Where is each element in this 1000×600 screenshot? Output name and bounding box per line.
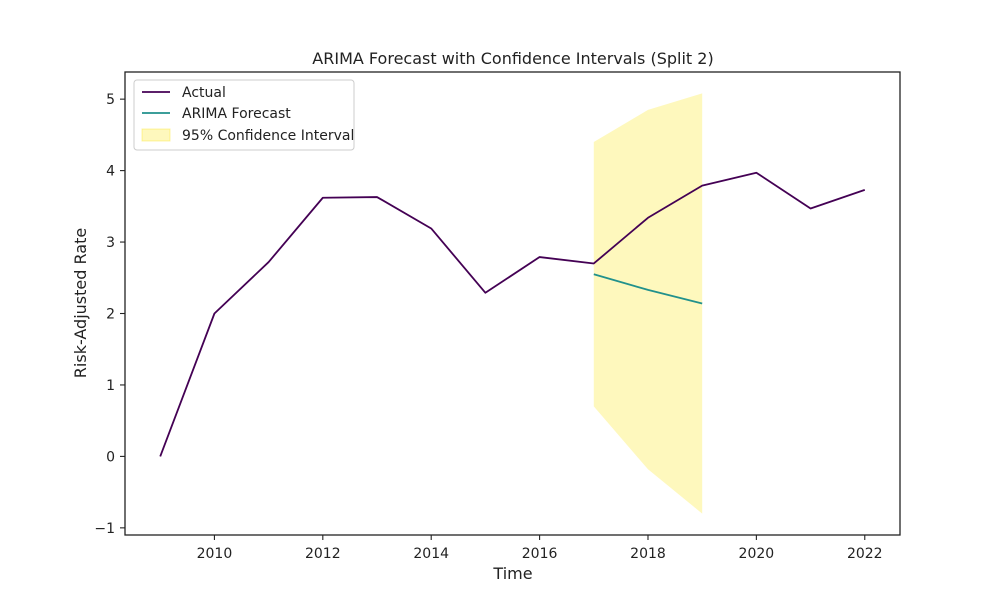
- y-tick-label: 1: [106, 378, 115, 394]
- x-tick-label: 2012: [305, 546, 341, 562]
- legend-box: [133, 79, 355, 151]
- legend-swatch: [141, 128, 171, 142]
- y-tick-label: −1: [94, 521, 115, 537]
- x-tick-label: 2016: [522, 546, 558, 562]
- legend-label: ARIMA Forecast: [182, 106, 291, 122]
- chart-title: ARIMA Forecast with Confidence Intervals…: [312, 49, 713, 68]
- x-tick-label: 2010: [197, 546, 233, 562]
- y-axis-title: Risk-Adjusted Rate: [71, 228, 90, 378]
- y-tick-label: 5: [106, 92, 115, 108]
- x-tick-label: 2014: [413, 546, 449, 562]
- series-line-arima-forecast: [593, 273, 703, 305]
- x-axis-title: Time: [492, 564, 532, 583]
- plot-frame: [124, 71, 901, 536]
- x-tick-label: 2020: [739, 546, 775, 562]
- legend: Actual ARIMA Forecast 95% Confidence Inter…: [133, 79, 355, 151]
- legend-label: 95% Confidence Interval: [182, 128, 354, 144]
- confidence-interval-band: [593, 93, 703, 514]
- y-tick-label: 4: [106, 164, 115, 180]
- y-tick-label: 0: [106, 449, 115, 465]
- series-line-actual: [159, 171, 866, 457]
- plot-area: [159, 93, 866, 514]
- x-tick-label: 2018: [630, 546, 666, 562]
- y-tick-label: 3: [106, 235, 115, 251]
- legend-label: Actual: [182, 85, 226, 101]
- x-tick-label: 2022: [847, 546, 883, 562]
- y-tick-label: 2: [106, 307, 115, 323]
- axes: 2010 2012 2014 2016 2018 2020 2022 −1 0 1 2 3 4 5: [94, 71, 901, 562]
